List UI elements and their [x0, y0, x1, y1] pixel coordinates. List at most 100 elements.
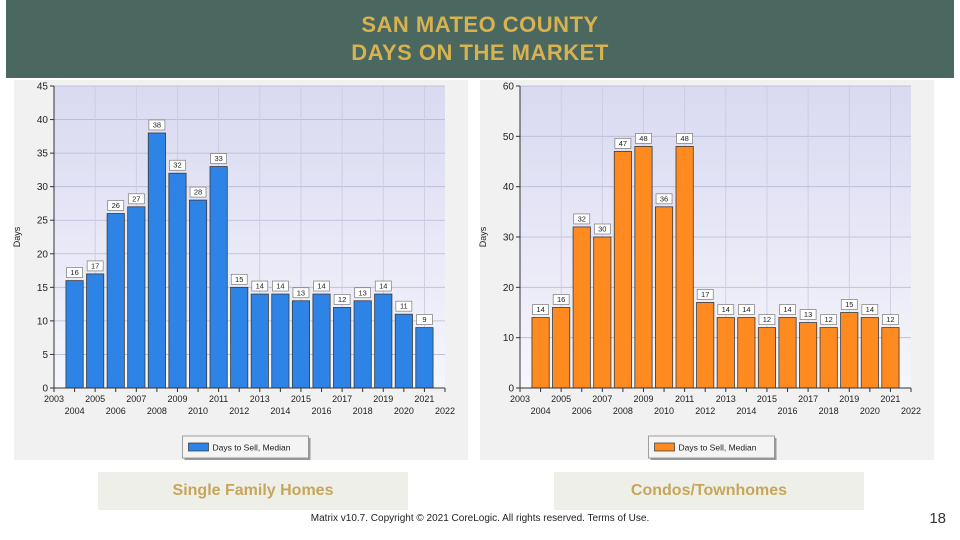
value-label-2017: 13	[804, 310, 812, 319]
y-tick-label: 30	[37, 182, 49, 193]
legend-box	[648, 435, 775, 459]
y-tick-label: 60	[503, 82, 515, 93]
bar-2005	[552, 307, 571, 389]
value-label-2009: 48	[639, 134, 647, 143]
bar-2004	[531, 317, 550, 389]
x-tick-label: 2020	[860, 406, 880, 416]
bar-2016	[778, 317, 797, 389]
value-label-2010: 28	[194, 188, 202, 197]
value-label-2007: 27	[132, 194, 140, 203]
value-label-box-2008	[148, 119, 166, 131]
value-label-box-2004	[532, 304, 549, 315]
copyright-footer: Matrix v10.7. Copyright © 2021 CoreLogic…	[310, 513, 650, 524]
y-tick-label: 15	[37, 283, 49, 294]
bar-2013	[716, 317, 735, 389]
value-label-box-2012	[696, 289, 714, 300]
x-tick-label: 2004	[531, 406, 551, 416]
y-axis-label: Days	[478, 226, 488, 247]
x-tick-label: 2015	[291, 394, 311, 404]
value-label-2011: 48	[680, 134, 688, 143]
value-label-2004: 16	[70, 268, 78, 277]
x-tick-label: 2014	[270, 406, 290, 416]
x-tick-label: 2017	[798, 394, 818, 404]
value-label-box-2005	[552, 294, 570, 305]
value-label-2015: 12	[763, 315, 771, 324]
x-tick-label: 2005	[85, 394, 105, 404]
bar-2014	[271, 293, 290, 389]
value-label-2011: 33	[214, 154, 222, 163]
value-label-box-2009	[635, 133, 652, 144]
caption-condos: Condos/Townhomes	[554, 472, 864, 510]
value-label-2006: 32	[578, 214, 586, 223]
x-tick-label: 2006	[572, 406, 592, 416]
value-label-box-2016	[313, 280, 330, 292]
value-label-2015: 13	[297, 288, 305, 297]
value-label-box-2020	[395, 300, 413, 312]
value-label-2016: 14	[317, 282, 325, 291]
x-tick-label: 2018	[353, 406, 373, 416]
y-tick-label: 30	[503, 233, 515, 244]
x-tick-label: 2019	[373, 394, 393, 404]
x-tick-label: 2005	[551, 394, 571, 404]
value-label-2009: 32	[173, 161, 181, 170]
legend-swatch	[654, 442, 675, 452]
value-label-box-2006	[107, 200, 125, 211]
value-label-box-2011	[210, 153, 227, 164]
value-label-2021: 12	[886, 315, 894, 324]
value-label-2020: 11	[400, 302, 408, 311]
legend-swatch	[188, 442, 209, 452]
value-label-2019: 15	[845, 300, 853, 309]
value-label-2013: 14	[256, 282, 264, 291]
value-label-box-2014	[738, 304, 755, 315]
value-label-box-2012	[230, 273, 248, 285]
value-label-2012: 15	[235, 275, 243, 284]
value-label-2008: 47	[619, 139, 627, 148]
value-label-box-2021	[882, 314, 899, 325]
x-tick-label: 2008	[613, 406, 633, 416]
legend-box	[182, 435, 309, 459]
header-title-line1: SAN MATEO COUNTY	[361, 12, 599, 37]
x-tick-label: 2003	[44, 394, 64, 404]
bar-2019	[374, 293, 393, 389]
bar-2010	[655, 206, 674, 389]
y-tick-label: 0	[508, 384, 514, 395]
x-tick-label: 2003	[510, 394, 530, 404]
value-label-box-2019	[840, 299, 858, 310]
y-tick-label: 10	[37, 316, 49, 327]
x-tick-label: 2012	[229, 406, 249, 416]
bar-2019	[840, 312, 859, 389]
value-label-box-2015	[758, 314, 776, 325]
bar-2011	[209, 166, 228, 389]
value-label-2016: 14	[783, 305, 791, 314]
bar-2005	[86, 273, 105, 389]
bar-2018	[353, 300, 372, 389]
y-tick-label: 45	[37, 82, 49, 93]
bar-2007	[593, 236, 612, 389]
bar-2009	[168, 172, 187, 389]
value-label-2007: 30	[598, 225, 606, 234]
slide-header: SAN MATEO COUNTY DAYS ON THE MARKET	[6, 0, 954, 78]
value-label-box-2020	[861, 304, 879, 315]
x-tick-label: 2006	[106, 406, 126, 416]
value-label-box-2013	[717, 304, 735, 315]
y-tick-label: 5	[42, 350, 48, 361]
bar-2020	[394, 313, 413, 389]
x-tick-label: 2020	[394, 406, 414, 416]
x-tick-label: 2015	[757, 394, 777, 404]
x-tick-label: 2018	[819, 406, 839, 416]
value-label-box-2007	[593, 223, 611, 235]
bar-2008	[147, 132, 166, 389]
bar-2008	[613, 151, 632, 389]
bar-2013	[250, 293, 269, 389]
value-label-box-2004	[66, 267, 83, 278]
value-label-box-2006	[573, 213, 591, 225]
value-label-box-2018	[820, 314, 838, 325]
value-label-box-2011	[676, 133, 693, 144]
value-label-2010: 36	[660, 194, 668, 203]
value-label-box-2008	[614, 138, 632, 149]
bar-2021	[415, 327, 434, 389]
y-tick-label: 50	[503, 132, 515, 143]
x-tick-label: 2011	[675, 394, 694, 404]
value-label-box-2009	[169, 159, 186, 171]
value-label-2018: 13	[359, 288, 367, 297]
